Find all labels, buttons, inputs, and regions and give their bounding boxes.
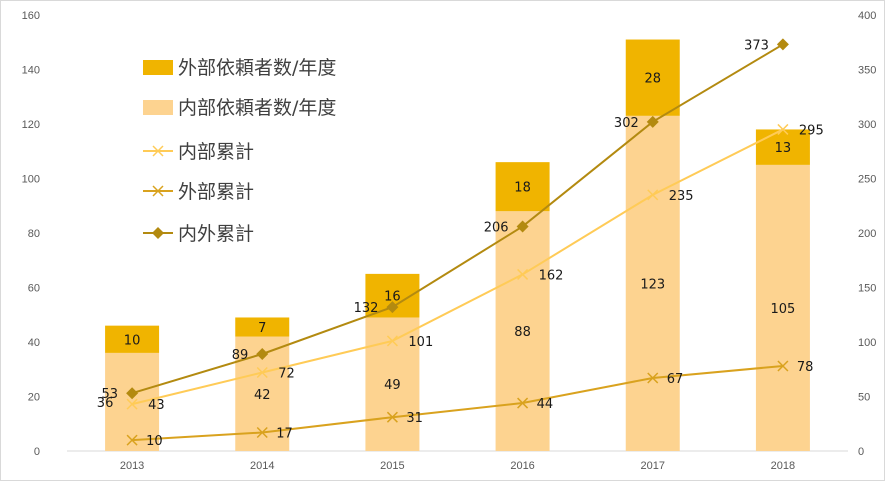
x-axis-tick-label: 2016	[510, 460, 534, 472]
line-series-2	[131, 128, 784, 406]
line-series-4	[131, 43, 784, 395]
line-total-data-label: 89	[232, 348, 249, 363]
x-marker	[777, 123, 789, 135]
x-axis-tick-label: 2018	[771, 460, 795, 472]
bar-external	[235, 317, 290, 337]
line-internal-data-label: 295	[799, 123, 824, 138]
line-total-data-label: 302	[614, 116, 639, 131]
right-axis-tick-label: 100	[858, 337, 876, 349]
bar-external-data-label: 13	[775, 141, 792, 156]
right-axis-tick-label: 0	[858, 446, 864, 458]
x-marker	[647, 189, 659, 201]
left-axis-tick-label: 0	[34, 446, 40, 458]
left-axis-tick-label: 140	[22, 65, 40, 77]
line-internal-data-label: 43	[148, 398, 165, 413]
legend-diamond-marker	[152, 227, 164, 239]
bar-external	[755, 129, 810, 165]
bar-internal	[755, 164, 810, 451]
line-external-data-label: 10	[146, 434, 163, 449]
x-marker	[517, 397, 529, 409]
x-marker	[126, 434, 138, 446]
bar-external-data-label: 16	[384, 290, 401, 305]
legend-x-marker	[152, 185, 164, 197]
right-axis-tick-label: 200	[858, 228, 876, 240]
bar-internal	[625, 115, 680, 451]
x-marker	[386, 335, 398, 347]
line-total-data-label: 132	[354, 301, 379, 316]
legend-swatch-bar	[143, 100, 173, 115]
x-marker	[647, 372, 659, 384]
line-external-data-label: 17	[276, 426, 293, 441]
line-total-data-label: 206	[484, 220, 509, 235]
left-axis-tick-label: 80	[28, 228, 40, 240]
right-axis-tick-label: 150	[858, 283, 876, 295]
bar-external	[625, 39, 680, 116]
bar-external-data-label: 10	[124, 333, 141, 348]
x-marker	[126, 398, 138, 410]
diamond-marker	[386, 301, 399, 314]
line-external-data-label: 44	[537, 397, 554, 412]
legend-label: 内外累計	[178, 223, 254, 245]
line-total-data-label: 53	[102, 387, 119, 402]
x-marker	[777, 360, 789, 372]
x-axis-tick-label: 2013	[120, 460, 144, 472]
legend-label: 外部累計	[178, 181, 254, 203]
bar-internal-data-label: 42	[254, 388, 271, 403]
x-axis-tick-label: 2015	[380, 460, 404, 472]
legend-swatch-bar	[143, 60, 173, 75]
line-external-data-label: 31	[406, 411, 423, 426]
line-external-data-label: 78	[797, 360, 814, 375]
diamond-marker	[256, 347, 269, 360]
bar-internal	[495, 211, 550, 451]
line-internal-data-label: 235	[669, 189, 694, 204]
line-series-3	[132, 364, 784, 442]
x-axis-tick-label: 2017	[641, 460, 665, 472]
legend-x-marker	[152, 145, 164, 157]
bar-internal-data-label: 36	[97, 396, 114, 411]
left-axis-tick-label: 120	[22, 119, 40, 131]
line-internal-data-label: 162	[539, 268, 564, 283]
bar-external-data-label: 7	[258, 321, 266, 336]
left-axis-tick-label: 160	[22, 10, 40, 22]
right-axis-tick-label: 250	[858, 174, 876, 186]
diamond-marker	[646, 115, 659, 128]
diamond-marker	[126, 387, 139, 400]
x-axis-tick-label: 2014	[250, 460, 274, 472]
bar-internal-data-label: 123	[640, 277, 665, 292]
x-marker	[517, 268, 529, 280]
bar-external-data-label: 28	[644, 72, 661, 87]
line-external-data-label: 67	[667, 372, 684, 387]
line-internal-data-label: 101	[408, 335, 433, 350]
diamond-marker	[776, 38, 789, 51]
x-marker	[256, 366, 268, 379]
x-marker	[386, 411, 398, 423]
left-axis-tick-label: 20	[28, 392, 40, 404]
legend-label: 内部累計	[178, 141, 254, 163]
bar-external-data-label: 18	[514, 181, 531, 196]
right-axis-tick-label: 50	[858, 392, 870, 404]
legend-label: 内部依頼者数/年度	[178, 97, 336, 119]
legend-label: 外部依頼者数/年度	[178, 57, 336, 79]
diamond-marker	[516, 220, 529, 233]
bar-internal	[365, 317, 420, 451]
right-axis-tick-label: 400	[858, 10, 876, 22]
bar-internal-data-label: 49	[384, 378, 401, 393]
left-axis-tick-label: 40	[28, 337, 40, 349]
x-marker	[256, 426, 268, 439]
left-axis-tick-label: 100	[22, 174, 40, 186]
bar-internal-data-label: 88	[514, 325, 531, 340]
left-axis-tick-label: 60	[28, 283, 40, 295]
line-internal-data-label: 72	[278, 367, 295, 382]
bar-external	[495, 162, 550, 212]
bar-internal	[105, 352, 160, 451]
bar-internal-data-label: 105	[771, 302, 796, 317]
right-axis-tick-label: 300	[858, 119, 876, 131]
right-axis-tick-label: 350	[858, 65, 876, 77]
line-total-data-label: 373	[744, 38, 769, 53]
bar-external	[105, 325, 160, 353]
